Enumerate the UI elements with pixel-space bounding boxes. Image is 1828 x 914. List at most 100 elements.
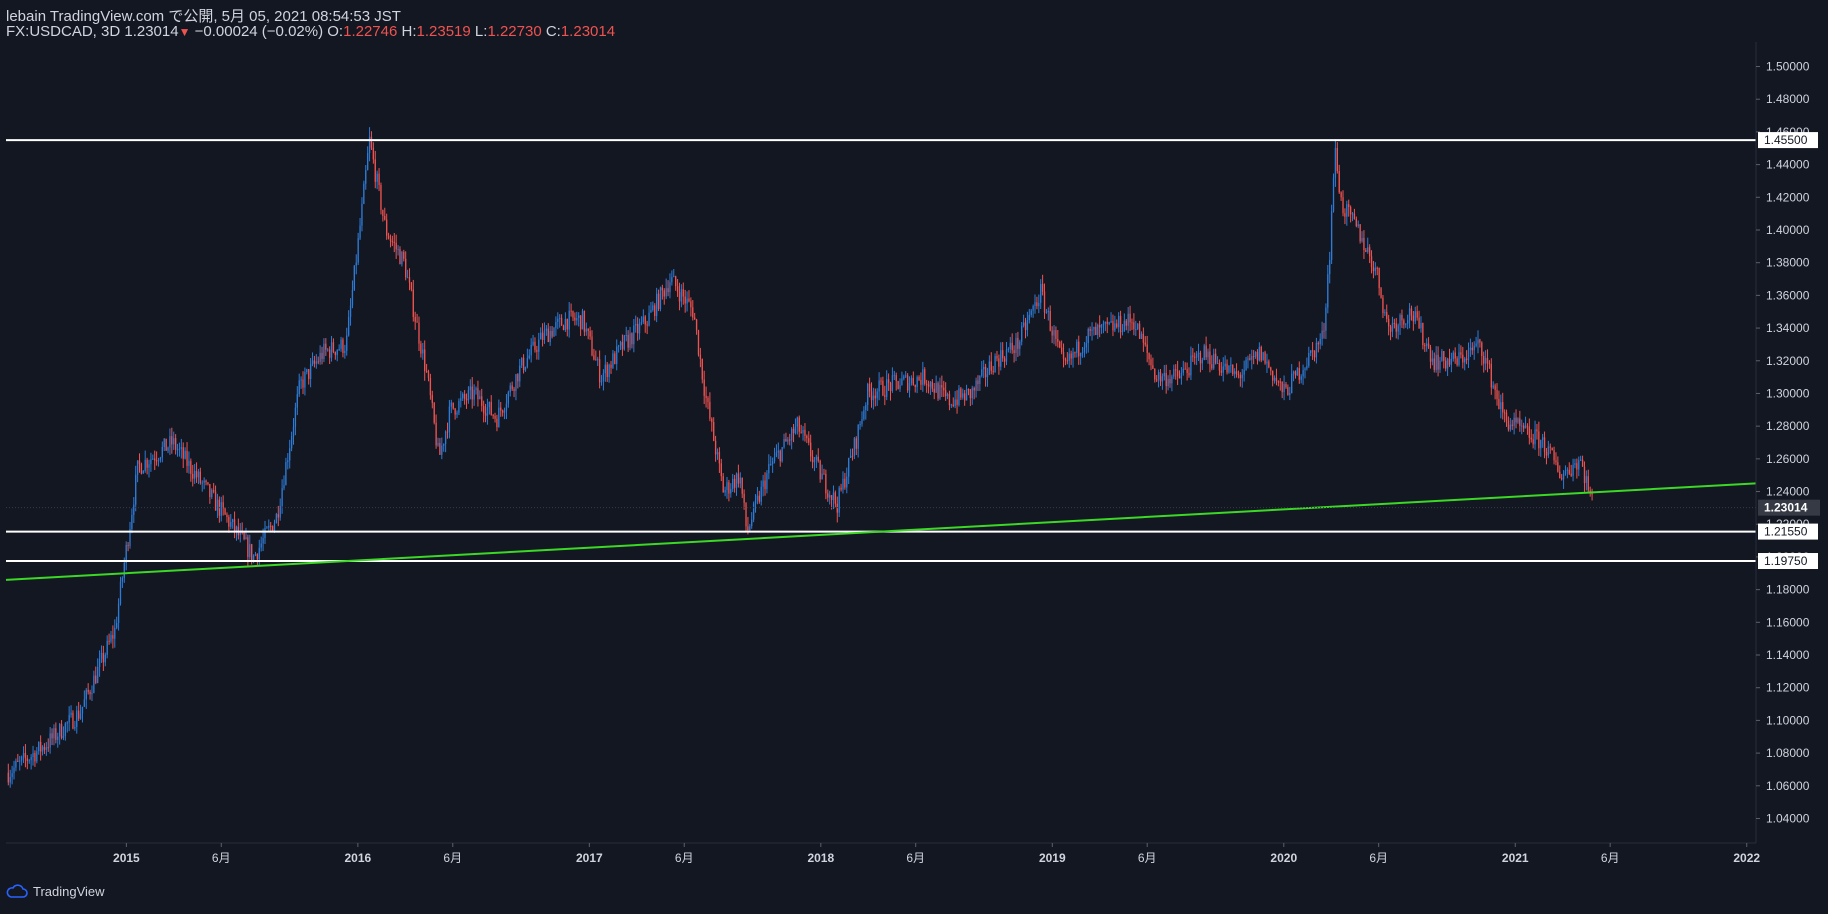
candle-body <box>695 319 698 331</box>
candle-body <box>787 439 789 442</box>
candle-body <box>1441 351 1443 361</box>
open-label: O: <box>327 23 344 40</box>
candle-body <box>1070 353 1072 359</box>
candle-body <box>1013 350 1015 354</box>
candle-body <box>296 394 298 408</box>
candle-body <box>1081 352 1084 354</box>
candle-body <box>1580 459 1582 461</box>
candle-body <box>669 282 671 293</box>
candle-body <box>562 325 565 331</box>
candle-body <box>19 760 21 762</box>
candle-body <box>1176 370 1179 377</box>
candle-body <box>979 375 981 385</box>
candle-body <box>479 396 481 400</box>
candle-body <box>564 318 567 331</box>
candle-body <box>1026 320 1029 331</box>
candle-body <box>572 311 574 318</box>
candle-body <box>289 448 291 461</box>
candle-body <box>745 502 747 527</box>
candle-body <box>1123 320 1126 332</box>
candle-body <box>401 251 403 265</box>
candle-body <box>1256 351 1259 361</box>
candle-body <box>1492 385 1494 388</box>
candle-body <box>1194 356 1196 358</box>
candle-body <box>984 366 987 378</box>
candle-body <box>490 401 492 415</box>
candle-body <box>346 335 348 351</box>
candle-body <box>629 333 631 348</box>
price-tick-label: 1.16000 <box>1766 615 1810 629</box>
candle-body <box>1040 283 1042 303</box>
time-tick-label: 6月 <box>1138 851 1157 865</box>
candle-body <box>644 316 646 325</box>
candle-body <box>224 508 226 515</box>
time-tick-label: 2019 <box>1039 851 1066 865</box>
symbol-label[interactable]: FX:USDCAD, 3D <box>6 23 121 40</box>
candle-body <box>108 640 110 642</box>
candle-body <box>735 473 738 488</box>
candle-body <box>1057 338 1059 342</box>
candle-body <box>1089 328 1091 331</box>
candle-body <box>332 342 335 352</box>
candle-body <box>758 495 760 502</box>
candle-body <box>977 380 979 385</box>
candle-body <box>188 460 190 466</box>
candle-body <box>566 318 568 330</box>
candle-body <box>950 404 953 406</box>
candle-body <box>1110 320 1112 323</box>
candle-body <box>133 504 135 515</box>
candle-body <box>543 330 546 340</box>
candle-body <box>720 463 722 477</box>
candle-body <box>944 390 947 397</box>
candle-body <box>1543 437 1546 452</box>
candle-body <box>1218 363 1221 371</box>
candle-body <box>1074 352 1076 354</box>
candle-body <box>1268 361 1270 368</box>
candle-body <box>988 361 991 375</box>
price-tick-label: 1.12000 <box>1766 681 1810 695</box>
footer-brand[interactable]: TradingView <box>6 881 105 901</box>
candle-body <box>534 341 536 350</box>
candle-body <box>853 438 856 456</box>
price-tick-label: 1.04000 <box>1766 811 1810 825</box>
candle-body <box>726 482 728 491</box>
candle-body <box>931 381 934 389</box>
candle-body <box>60 724 63 738</box>
candle-body <box>1389 326 1392 332</box>
candle-body <box>1279 381 1281 383</box>
candle-body <box>880 380 882 382</box>
candle-body <box>347 316 350 336</box>
candle-body <box>1247 358 1249 360</box>
candle-body <box>996 356 998 359</box>
candle-body <box>602 373 605 382</box>
candle-body <box>1490 364 1492 388</box>
candle-body <box>498 407 500 428</box>
candle-body <box>1059 341 1061 348</box>
candle-body <box>317 361 319 363</box>
candle-body <box>861 419 863 425</box>
candle-body <box>981 369 983 376</box>
candle-body <box>1433 358 1435 370</box>
candle-body <box>713 422 715 441</box>
candle-body <box>1083 347 1086 353</box>
candle-body <box>424 349 426 371</box>
candle-body <box>473 389 475 400</box>
candle-body <box>597 359 599 361</box>
candle-body <box>920 379 922 385</box>
candle-body <box>180 447 182 449</box>
candle-body <box>315 361 317 364</box>
candle-body <box>617 345 620 347</box>
candle-body <box>66 722 68 724</box>
candle-body <box>631 333 633 345</box>
candle-body <box>730 488 732 494</box>
candle-body <box>711 418 713 423</box>
candle-body <box>142 470 144 474</box>
candle-body <box>612 353 614 368</box>
published-line: lebain TradingView.com で公開, 5月 05, 2021 … <box>6 8 401 25</box>
candle-body <box>55 728 57 740</box>
candle-body <box>1530 437 1532 440</box>
candle-body <box>1368 247 1371 257</box>
price-tick-label: 1.14000 <box>1766 648 1810 662</box>
